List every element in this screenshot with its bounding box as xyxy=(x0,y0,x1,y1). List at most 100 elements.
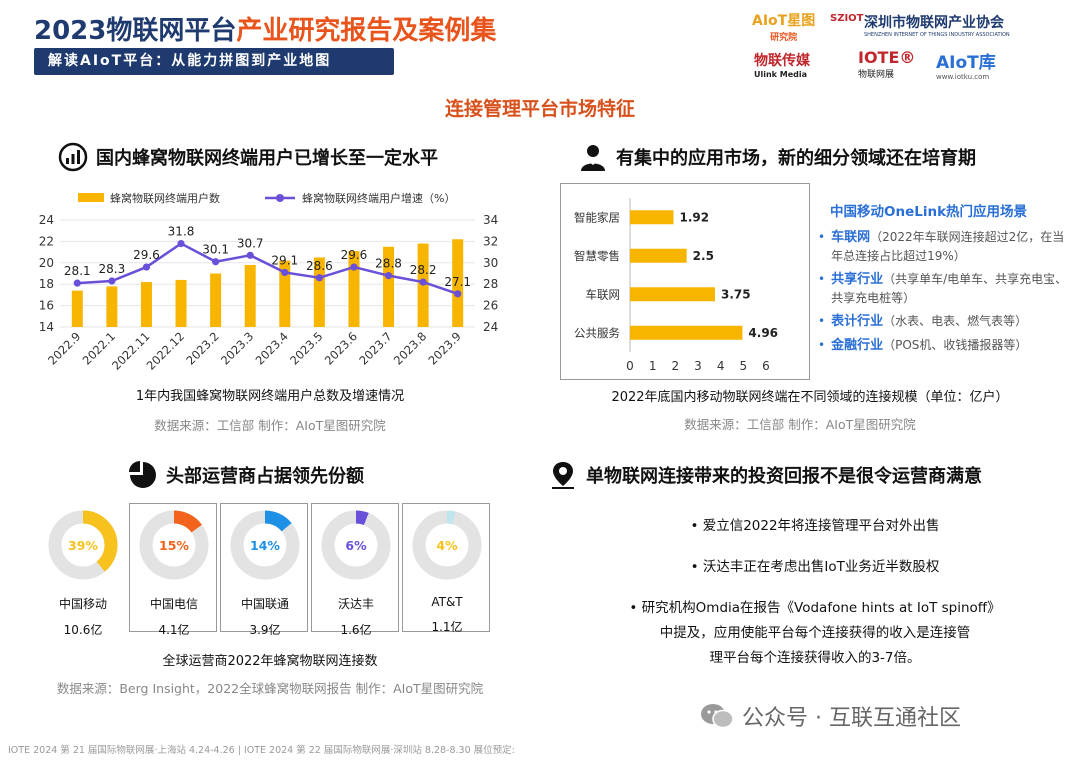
onelink-panel: 中国移动OneLink热门应用场景 • 车联网（2022年车联网连接超过2亿，在当… xyxy=(818,200,1068,360)
x-tick-label: 2 xyxy=(672,359,680,373)
x-tick-label: 2023.6 xyxy=(322,329,360,367)
chart-3-source: 数据来源：Berg Insight，2022全球蜂窝物联网报告 制作：AIoT星… xyxy=(56,681,484,696)
donut-value: 3.9亿 xyxy=(249,623,281,637)
data-label: 30.7 xyxy=(237,236,264,250)
y-right-tick-label: 34 xyxy=(483,213,498,227)
y-right-tick-label: 28 xyxy=(483,277,498,291)
bar xyxy=(313,257,325,327)
y-left-tick-label: 18 xyxy=(39,277,54,291)
bar xyxy=(244,264,256,327)
donut-slice xyxy=(230,510,300,580)
donut-label: 中国移动 xyxy=(58,597,107,611)
ulink-logo: 物联传媒 Ulink Media xyxy=(754,53,810,79)
report-subtitle: 解读AIoT平台：从能力拼图到产业地图 xyxy=(34,48,394,75)
donut-frame xyxy=(129,503,217,632)
section-4-title: 单物联网连接带来的投资回报不是很令运营商满意 xyxy=(586,466,982,487)
x-tick-label: 2022.12 xyxy=(144,329,188,373)
bar xyxy=(279,260,291,327)
category-label: 智能家居 xyxy=(574,210,620,224)
donut-frame xyxy=(402,503,490,632)
x-tick-label: 2023.4 xyxy=(253,329,291,367)
category-label: 智慧零售 xyxy=(574,249,620,263)
data-label: 28.3 xyxy=(99,262,126,276)
donut-slice xyxy=(48,510,118,580)
y-left-tick-label: 16 xyxy=(39,299,54,313)
list-item: • 车联网（2022年车联网连接超过2亿，在当年总连接占比超过19%） xyxy=(818,230,1065,263)
sziot-mark: SZIOT xyxy=(830,13,864,24)
donut-percent-label: 39% xyxy=(68,538,98,553)
chart-2-caption: 2022年底国内移动物联网终端在不同领域的连接规模（单位：亿户） xyxy=(611,390,1009,405)
donut-slice xyxy=(139,510,209,580)
line-point xyxy=(350,263,358,271)
x-tick-label: 2023.9 xyxy=(425,329,463,367)
line-point xyxy=(212,258,220,266)
donut-percent-label: 6% xyxy=(345,538,367,553)
category-label: 车联网 xyxy=(586,287,621,301)
donut-china-telecom: 15% 中国电信 4.1亿 xyxy=(129,505,219,638)
legend-bar-swatch xyxy=(78,193,104,202)
legend-line-label: 蜂窝物联网终端用户增速（%） xyxy=(302,191,455,205)
data-label: 27.1 xyxy=(444,275,471,289)
onelink-title: 中国移动OneLink热门应用场景 xyxy=(830,204,1028,220)
legend-bar-label: 蜂窝物联网终端用户数 xyxy=(110,191,220,205)
donut-slice xyxy=(321,510,391,580)
section-1-title: 国内蜂窝物联网终端用户已增长至一定水平 xyxy=(96,148,438,169)
donut-label: 中国联通 xyxy=(240,597,289,611)
bar xyxy=(175,279,187,327)
sziot-logo: 深圳市物联网产业协会 SHENZHEN INTERNET OF THINGS IN… xyxy=(864,15,1010,38)
bar xyxy=(383,246,395,327)
donut-label: 沃达丰 xyxy=(337,597,374,611)
bar-chart-icon xyxy=(58,142,88,172)
line-point xyxy=(384,272,393,280)
combo-chart: 蜂窝物联网终端用户数 蜂窝物联网终端用户增速（%） 14 16 18 20 22 24 24 26… xyxy=(39,191,499,373)
donut-frame xyxy=(220,503,308,632)
list-item: • 金融行业（POS机、收钱播报器等） xyxy=(818,338,1028,353)
bullet-list: • 爱立信2022年将连接管理平台对外出售 • 沃达丰正在考虑出售IoT业务近半… xyxy=(560,514,1070,671)
location-pin-icon xyxy=(552,462,574,489)
donut-percent-label: 14% xyxy=(250,538,280,553)
report-title-plain: 2023物联网平台 xyxy=(34,16,237,46)
data-label: 28.2 xyxy=(410,263,437,277)
donut-value: 1.6亿 xyxy=(340,623,372,637)
bar xyxy=(106,286,118,327)
donut-value: 4.1亿 xyxy=(158,623,190,637)
section-3-heading: 头部运营商占据领先份额 xyxy=(128,460,364,490)
list-item: • 共享行业（共享单车/电单车、共享充电宝、共享充电桩等） xyxy=(818,272,1068,305)
donut-chart: 39% xyxy=(48,510,118,580)
data-label: 29.6 xyxy=(133,248,160,262)
x-tick-label: 2023.7 xyxy=(356,329,394,367)
x-tick-label: 3 xyxy=(694,359,702,373)
donut-china-mobile: 39% 中国移动 10.6亿 xyxy=(38,505,128,638)
bar xyxy=(71,290,83,327)
wechat-icon xyxy=(701,704,734,729)
y-left-tick-label: 22 xyxy=(39,234,54,248)
data-label: 1.92 xyxy=(680,210,710,224)
bar xyxy=(630,210,674,225)
data-label: 29.6 xyxy=(341,248,368,262)
data-label: 4.96 xyxy=(748,326,778,340)
hbar-chart-frame: 智能家居 1.92 智慧零售 2.5 车联网 3.75 公共服务 4.96 0 1 2 3 4 5 6 xyxy=(560,183,810,380)
donut-percent-label: 15% xyxy=(159,538,189,553)
report-title: 2023物联网平台产业研究报告及案例集 xyxy=(34,10,496,47)
category-label: 公共服务 xyxy=(574,326,620,340)
x-tick-label: 0 xyxy=(626,359,634,373)
y-left-tick-label: 20 xyxy=(39,256,54,270)
person-icon xyxy=(581,145,605,171)
x-tick-label: 2023.8 xyxy=(391,329,429,367)
report-title-accent: 产业研究报告及案例集 xyxy=(236,16,497,46)
iote-logo: IOTE® 物联网展 xyxy=(858,48,916,80)
x-tick-label: 2023.3 xyxy=(218,329,256,367)
x-tick-label: 6 xyxy=(762,359,770,373)
bar xyxy=(210,273,222,327)
line-point xyxy=(246,251,254,259)
donut-chart: 6% xyxy=(321,510,391,580)
footer-text: IOTE 2024 第 21 届国际物联网展·上海站 4.24-4.26 | I… xyxy=(8,745,515,756)
section-3-title: 头部运营商占据领先份额 xyxy=(166,466,364,487)
bar xyxy=(630,287,715,302)
data-label: 31.8 xyxy=(168,225,195,239)
bar xyxy=(630,325,743,340)
donut-percent-label: 4% xyxy=(436,538,458,553)
x-tick-label: 2022.9 xyxy=(45,329,83,367)
data-label: 28.8 xyxy=(375,257,402,271)
y-right-tick-label: 26 xyxy=(483,299,498,313)
